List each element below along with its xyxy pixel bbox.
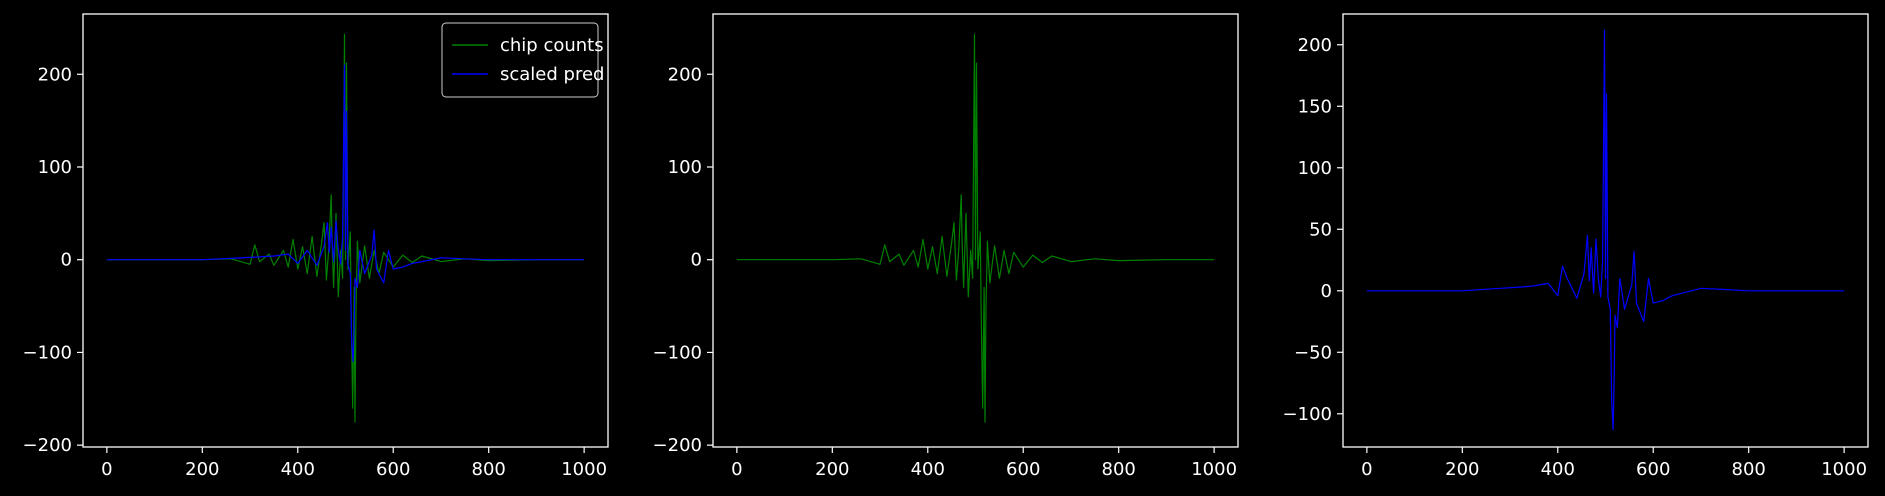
y-tick-label: 100 bbox=[38, 157, 72, 178]
series-line-scaled-pred bbox=[106, 64, 585, 363]
y-tick-label: −100 bbox=[23, 342, 72, 363]
x-tick-label: 1000 bbox=[1191, 459, 1237, 480]
x-tick-label: 0 bbox=[731, 459, 742, 480]
legend: chip counts scaled pred bbox=[441, 22, 604, 98]
x-tick-label: 200 bbox=[815, 459, 849, 480]
x-tick-label: 400 bbox=[911, 459, 945, 480]
y-tick-label: −200 bbox=[653, 435, 702, 456]
x-tick-label: 400 bbox=[281, 459, 315, 480]
legend-box bbox=[441, 22, 599, 98]
y-tick-label: 0 bbox=[1321, 281, 1332, 302]
x-tick-label: 600 bbox=[1636, 459, 1670, 480]
legend-label: scaled pred bbox=[500, 64, 604, 85]
x-tick-label: 0 bbox=[1361, 459, 1372, 480]
y-tick-label: 200 bbox=[668, 64, 702, 85]
series-line-1 bbox=[736, 33, 1215, 423]
x-tick-label: 0 bbox=[101, 459, 112, 480]
y-tick-label: 0 bbox=[691, 250, 702, 271]
y-tick-label: 150 bbox=[1298, 96, 1332, 117]
x-tick-label: 800 bbox=[472, 459, 506, 480]
y-tick-label: 50 bbox=[1309, 219, 1332, 240]
y-tick-label: −200 bbox=[23, 435, 72, 456]
y-tick-label: −50 bbox=[1294, 342, 1332, 363]
y-tick-label: 0 bbox=[61, 250, 72, 271]
series-line-chip-counts bbox=[106, 33, 585, 423]
chart-panel-2: 0 200 400 600 800 1000 −200 −100 0 100 200 bbox=[653, 13, 1239, 480]
x-tick-label: 400 bbox=[1541, 459, 1575, 480]
y-tick-label: 100 bbox=[1298, 158, 1332, 179]
chart-panel-3: 0 200 400 600 800 1000 −100 −50 0 50 100 150 200 bbox=[1283, 13, 1869, 480]
x-tick-label: 600 bbox=[376, 459, 410, 480]
y-tick-label: 200 bbox=[1298, 35, 1332, 56]
axes-frame bbox=[82, 13, 609, 448]
y-tick-label: −100 bbox=[1283, 404, 1332, 425]
chart-panel-1: 0 200 400 600 800 1000 −200 −100 0 100 200 chip cou… bbox=[23, 13, 609, 480]
x-tick-label: 200 bbox=[1445, 459, 1479, 480]
axes-frame bbox=[1342, 13, 1869, 448]
series-line-1 bbox=[1366, 29, 1845, 431]
x-tick-label: 200 bbox=[185, 459, 219, 480]
y-tick-label: 100 bbox=[668, 157, 702, 178]
x-tick-label: 600 bbox=[1006, 459, 1040, 480]
x-tick-label: 800 bbox=[1732, 459, 1766, 480]
x-tick-label: 1000 bbox=[1821, 459, 1867, 480]
axes-frame bbox=[712, 13, 1239, 448]
y-tick-label: −100 bbox=[653, 342, 702, 363]
x-tick-label: 1000 bbox=[561, 459, 607, 480]
x-tick-label: 800 bbox=[1102, 459, 1136, 480]
y-tick-label: 200 bbox=[38, 64, 72, 85]
legend-label: chip counts bbox=[500, 35, 604, 56]
